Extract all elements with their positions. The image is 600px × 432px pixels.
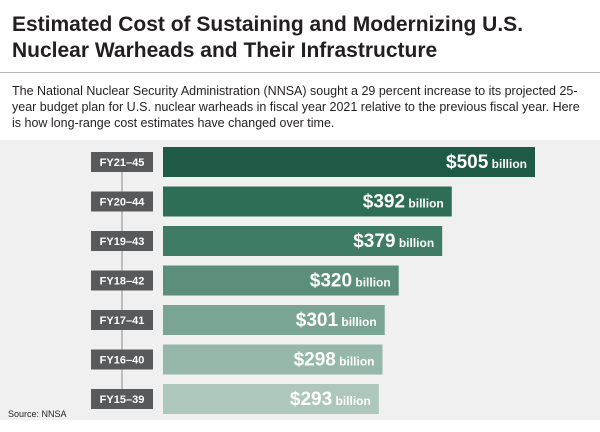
data-label: $505 billion [446,152,527,173]
data-label: $392 billion [363,192,444,213]
category-label: FY21–45 [100,157,145,169]
data-label: $293 billion [290,389,371,410]
bar [163,226,443,256]
category-label-box [91,191,153,212]
data-label: $379 billion [353,231,434,252]
bar [163,186,452,217]
source-note: Source: NNSA [8,409,67,419]
category-label: FY15–39 [100,394,145,406]
bar [163,384,379,414]
category-label-box [91,270,153,291]
plot-area: FY21–45 $505 billion FY20–44 $392 billion FY… [0,140,600,420]
category-label-box [91,231,153,251]
divider [0,72,600,73]
category-label: FY17–41 [100,315,145,327]
bar [163,265,399,296]
category-label: FY19–43 [100,236,145,248]
data-label: $320 billion [310,271,391,292]
bar [163,305,385,335]
category-label-box [91,389,153,409]
chart-title: Estimated Cost of Sustaining and Moderni… [12,13,524,62]
category-label: FY20–44 [100,197,146,209]
category-label-box [91,152,153,172]
chart-subtitle: The National Nuclear Security Administra… [12,84,580,130]
bar [163,344,383,375]
bar [163,147,535,177]
category-label-box [91,349,153,370]
category-label: FY18–42 [100,276,145,288]
category-label-box [91,310,153,330]
data-label: $301 billion [296,310,377,331]
data-label: $298 billion [294,350,375,371]
category-label: FY16–40 [100,355,145,367]
bar-chart: FY21–45 $505 billion FY20–44 $392 billion FY… [91,147,535,414]
